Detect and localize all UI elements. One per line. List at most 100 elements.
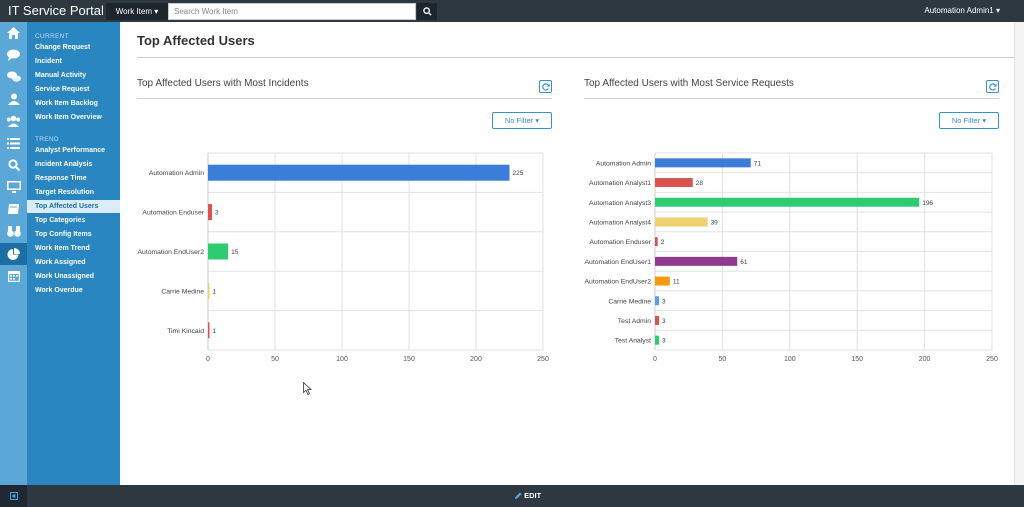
category-label: Automation Admin bbox=[596, 160, 651, 167]
mouse-cursor-icon bbox=[303, 382, 312, 395]
bar[interactable] bbox=[655, 256, 738, 266]
bar[interactable] bbox=[208, 282, 210, 299]
sidebar-item-incident[interactable]: Incident bbox=[35, 58, 62, 65]
edit-label: EDIT bbox=[524, 491, 542, 500]
x-tick-label: 200 bbox=[470, 356, 482, 363]
bar[interactable] bbox=[655, 178, 693, 188]
sidebar-item-top-config-items[interactable]: Top Config Items bbox=[35, 231, 92, 238]
search-button[interactable] bbox=[417, 3, 437, 20]
data-label: 11 bbox=[673, 279, 680, 286]
sidebar-item-top-affected-users[interactable]: Top Affected Users bbox=[27, 200, 120, 213]
collapse-sidebar-button[interactable] bbox=[0, 485, 27, 507]
bar[interactable] bbox=[655, 197, 920, 207]
sidebar-item-work-item-trend[interactable]: Work Item Trend bbox=[35, 245, 90, 252]
comments-icon[interactable] bbox=[0, 66, 27, 88]
incidents-filter-dropdown[interactable]: No Filter ▾ bbox=[492, 112, 552, 129]
category-label: Automation Analyst4 bbox=[589, 219, 651, 226]
sidebar-item-top-categories[interactable]: Top Categories bbox=[35, 217, 86, 224]
category-label: Automation Analyst1 bbox=[589, 180, 651, 187]
home-icon[interactable] bbox=[0, 22, 27, 44]
user-menu[interactable]: Automation Admin1 ▾ bbox=[924, 6, 1000, 15]
x-tick-label: 0 bbox=[206, 356, 210, 363]
binoculars-icon[interactable] bbox=[0, 220, 27, 242]
service-requests-filter-dropdown[interactable]: No Filter ▾ bbox=[939, 112, 999, 129]
monitor-icon[interactable] bbox=[0, 176, 27, 198]
sidebar-item-work-overdue[interactable]: Work Overdue bbox=[35, 287, 83, 294]
bar[interactable] bbox=[655, 335, 660, 345]
bar[interactable] bbox=[208, 164, 510, 181]
sidebar-item-analyst-performance[interactable]: Analyst Performance bbox=[35, 147, 106, 154]
edit-button[interactable]: EDIT bbox=[515, 491, 541, 500]
bar[interactable] bbox=[655, 158, 751, 168]
sidebar-item-response-time[interactable]: Response Time bbox=[35, 175, 87, 182]
service-requests-filter-label: No Filter bbox=[951, 116, 981, 125]
x-tick-label: 150 bbox=[851, 356, 863, 363]
bar[interactable] bbox=[208, 243, 229, 260]
category-label: Automation EndUser2 bbox=[138, 249, 205, 256]
category-label: Timi Kincaid bbox=[167, 328, 204, 335]
data-label: 1 bbox=[213, 328, 217, 335]
pie-chart-icon[interactable] bbox=[0, 243, 27, 265]
bar[interactable] bbox=[655, 276, 670, 286]
magnifier-icon[interactable] bbox=[0, 154, 27, 176]
category-label: Test Analyst bbox=[615, 338, 651, 345]
bar[interactable] bbox=[208, 322, 210, 339]
expand-icon bbox=[9, 492, 18, 500]
users-icon[interactable] bbox=[0, 110, 27, 132]
sidebar-item-incident-analysis[interactable]: Incident Analysis bbox=[35, 161, 93, 168]
nav-sidebar: CURRENT Change Request Incident Manual A… bbox=[27, 22, 120, 485]
data-label: 15 bbox=[231, 249, 239, 256]
bar[interactable] bbox=[208, 204, 213, 221]
x-tick-label: 100 bbox=[784, 356, 796, 363]
sidebar-item-change-request[interactable]: Change Request bbox=[35, 44, 91, 51]
incidents-panel-title: Top Affected Users with Most Incidents bbox=[137, 78, 309, 89]
x-tick-label: 0 bbox=[653, 356, 657, 363]
category-label: Automation Enduser bbox=[589, 239, 651, 246]
data-label: 3 bbox=[662, 298, 666, 305]
search-icon bbox=[422, 7, 432, 16]
sidebar-item-work-unassigned[interactable]: Work Unassigned bbox=[35, 273, 94, 280]
work-item-dropdown[interactable]: Work Item ▾ bbox=[106, 3, 168, 20]
service-requests-refresh-button[interactable] bbox=[986, 80, 999, 93]
current-heading: CURRENT bbox=[35, 33, 69, 40]
category-label: Automation EndUser2 bbox=[585, 279, 652, 286]
sidebar-item-work-item-backlog[interactable]: Work Item Backlog bbox=[35, 100, 98, 107]
category-label: Test Admin bbox=[618, 318, 651, 325]
bar[interactable] bbox=[655, 296, 660, 306]
data-label: 61 bbox=[740, 259, 748, 266]
page-title: Top Affected Users bbox=[137, 33, 255, 48]
sidebar-item-manual-activity[interactable]: Manual Activity bbox=[35, 72, 87, 79]
data-label: 3 bbox=[662, 338, 666, 345]
x-tick-label: 50 bbox=[271, 356, 279, 363]
trend-heading: TREND bbox=[35, 136, 59, 143]
pencil-icon bbox=[515, 492, 522, 499]
service-requests-chart: 0 50 100 150 200 250 Automation Admin 71 Automat… bbox=[585, 152, 998, 363]
data-label: 2 bbox=[661, 239, 665, 246]
sidebar-item-work-assigned[interactable]: Work Assigned bbox=[35, 259, 86, 266]
search-input[interactable] bbox=[168, 3, 416, 20]
bar[interactable] bbox=[655, 217, 708, 227]
bottom-bar: EDIT bbox=[0, 485, 1024, 507]
user-icon[interactable] bbox=[0, 88, 27, 110]
calendar-icon[interactable] bbox=[0, 265, 27, 287]
sidebar-item-work-item-overview[interactable]: Work Item Overview bbox=[35, 114, 102, 121]
scrollbar-track[interactable] bbox=[1014, 22, 1024, 485]
sidebar-item-service-request[interactable]: Service Request bbox=[35, 86, 90, 93]
category-label: Automation EndUser1 bbox=[585, 259, 652, 266]
title-divider bbox=[137, 57, 1017, 58]
incidents-refresh-button[interactable] bbox=[539, 80, 552, 93]
x-tick-label: 250 bbox=[537, 356, 549, 363]
data-label: 1 bbox=[213, 288, 217, 295]
data-label: 71 bbox=[754, 160, 762, 167]
book-icon[interactable] bbox=[0, 198, 27, 220]
bar[interactable] bbox=[655, 237, 658, 247]
main-content: Top Affected Users Top Affected Users wi… bbox=[121, 22, 1024, 485]
list-icon[interactable] bbox=[0, 132, 27, 154]
app-title[interactable]: IT Service Portal bbox=[8, 3, 104, 18]
data-label: 225 bbox=[513, 170, 524, 177]
chat-icon[interactable] bbox=[0, 44, 27, 66]
x-tick-label: 250 bbox=[986, 356, 998, 363]
sidebar-item-target-resolution[interactable]: Target Resolution bbox=[35, 189, 94, 196]
bar[interactable] bbox=[655, 315, 660, 325]
category-label: Automation Analyst3 bbox=[589, 200, 651, 207]
